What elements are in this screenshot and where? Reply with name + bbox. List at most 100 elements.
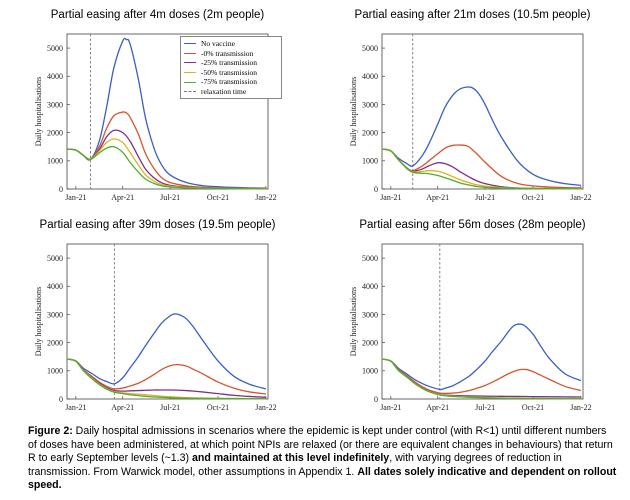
series-line-25-transmission <box>66 129 266 190</box>
chart-plot: 0 1000 2000 3000 4000 5000 Jan-21 Apr-21 Jul-21 O… <box>349 33 592 202</box>
legend-entry-75pct: -75% transmission <box>184 77 278 87</box>
legend-entry-50pct: -50% transmission <box>184 68 278 78</box>
y-tick-label: 1000 <box>47 367 63 376</box>
caption-label: Figure 2: <box>28 425 73 437</box>
x-tick-label: Jan-22 <box>570 193 591 202</box>
y-tick-label: 3000 <box>47 100 63 109</box>
legend-swatch <box>184 62 196 64</box>
x-tick-label: Jan-21 <box>65 403 86 412</box>
x-tick-label: Jul-21 <box>475 403 495 412</box>
legend-label: -50% transmission <box>201 67 258 77</box>
legend-entry-relaxation-time: relaxation time <box>184 87 278 97</box>
chart-legend: No vaccine -0% transmission -25% transmi… <box>180 36 282 99</box>
legend-swatch <box>184 81 196 83</box>
legend-swatch <box>184 52 196 54</box>
series-line-75-transmission <box>381 148 581 190</box>
x-tick-label: Jan-21 <box>380 193 401 202</box>
x-tick-label: Jan-22 <box>570 403 591 412</box>
legend-label: -25% transmission <box>201 58 258 68</box>
chart-panel-4m-doses: Partial easing after 4m doses (2m people… <box>0 0 315 210</box>
y-tick-label: 2000 <box>362 338 378 347</box>
y-tick-label: 3000 <box>362 100 378 109</box>
chart-plot: 0 1000 2000 3000 4000 5000 Jan-21 Apr-21 Jul-21 O… <box>34 33 277 202</box>
y-tick-label: 4000 <box>47 72 63 81</box>
chart-plot: 0 1000 2000 3000 4000 5000 Jan-21 Apr-21 Jul-21 O… <box>349 243 592 412</box>
y-tick-label: 2000 <box>47 338 63 347</box>
y-axis-label: Daily hospitalisations <box>349 77 358 147</box>
legend-label: No vaccine <box>201 39 235 48</box>
y-tick-label: 0 <box>59 395 63 404</box>
y-tick-label: 3000 <box>362 310 378 319</box>
legend-label: -75% transmission <box>201 77 258 87</box>
x-tick-label: Apr-21 <box>426 193 449 202</box>
x-tick-label: Apr-21 <box>111 193 134 202</box>
series-line-0-transmission <box>66 358 266 395</box>
y-tick-label: 5000 <box>362 44 378 53</box>
x-tick-label: Jul-21 <box>475 193 495 202</box>
x-tick-label: Apr-21 <box>111 403 134 412</box>
series-line-no-vaccine <box>381 86 581 186</box>
y-tick-label: 0 <box>374 185 378 194</box>
y-axis-label: Daily hospitalisations <box>34 287 43 357</box>
plot-frame <box>66 243 269 400</box>
x-tick-label: Apr-21 <box>426 403 449 412</box>
series-line-75-transmission <box>66 145 266 190</box>
chart-panel-21m-doses: Partial easing after 21m doses (10.5m pe… <box>315 0 630 210</box>
x-tick-label: Jan-22 <box>255 193 276 202</box>
y-tick-label: 0 <box>59 185 63 194</box>
series-line-0-transmission <box>381 358 582 395</box>
plot-frame <box>66 33 269 190</box>
y-tick-label: 4000 <box>362 72 378 81</box>
series-line-50-transmission <box>66 358 266 400</box>
legend-entry-0pct: -0% transmission <box>184 49 278 59</box>
y-axis-label: Daily hospitalisations <box>34 77 43 147</box>
y-tick-label: 1000 <box>362 157 378 166</box>
chart-plot: 0 1000 2000 3000 4000 5000 Jan-21 Apr-21 Jul-21 O… <box>34 243 277 412</box>
y-tick-label: 5000 <box>47 254 63 263</box>
y-tick-label: 0 <box>374 395 378 404</box>
caption-emphasis: All dates solely indicative and dependen… <box>28 465 617 492</box>
y-tick-label: 4000 <box>47 282 63 291</box>
y-tick-label: 4000 <box>362 282 378 291</box>
chart-title: Partial easing after 39m doses (19.5m pe… <box>39 219 276 231</box>
legend-entry-no-vaccine: No vaccine <box>184 39 278 49</box>
x-tick-label: Jan-21 <box>65 193 86 202</box>
x-tick-label: Jul-21 <box>160 193 180 202</box>
legend-label: relaxation time <box>201 86 247 96</box>
series-line-75-transmission <box>66 358 266 400</box>
chart-panel-39m-doses: Partial easing after 39m doses (19.5m pe… <box>0 210 315 420</box>
x-tick-label: Oct-21 <box>207 403 229 412</box>
figure-caption: Figure 2: Daily hospital admissions in s… <box>28 425 618 493</box>
y-tick-label: 3000 <box>47 310 63 319</box>
y-tick-label: 5000 <box>362 254 378 263</box>
series-line-75-transmission <box>381 358 581 400</box>
series-line-0-transmission <box>66 111 266 190</box>
legend-swatch <box>184 72 196 74</box>
y-tick-label: 2000 <box>362 128 378 137</box>
x-tick-label: Jan-22 <box>255 403 276 412</box>
plot-frame <box>381 243 584 400</box>
y-tick-label: 1000 <box>47 157 63 166</box>
series-line-no-vaccine <box>66 313 267 390</box>
y-tick-label: 5000 <box>47 44 63 53</box>
x-tick-label: Oct-21 <box>207 193 229 202</box>
y-axis-label: Daily hospitalisations <box>349 287 358 357</box>
legend-swatch <box>184 43 196 45</box>
x-tick-label: Jul-21 <box>160 403 180 412</box>
chart-title: Partial easing after 21m doses (10.5m pe… <box>354 9 591 21</box>
x-tick-label: Jan-21 <box>380 403 401 412</box>
series-line-25-transmission <box>381 148 581 190</box>
caption-text: , with varying degrees of reduction in t… <box>28 452 562 478</box>
legend-swatch <box>184 91 196 93</box>
caption-text: Daily hospital admissions in scenarios w… <box>28 425 613 464</box>
chart-title: Partial easing after 56m doses (28m peop… <box>359 219 586 231</box>
caption-emphasis: and maintained at this level indefinitel… <box>191 452 390 464</box>
x-tick-label: Oct-21 <box>522 193 544 202</box>
x-tick-label: Oct-21 <box>522 403 544 412</box>
plot-frame <box>381 33 584 190</box>
y-tick-label: 1000 <box>362 367 378 376</box>
legend-label: -0% transmission <box>201 48 254 58</box>
series-line-no-vaccine <box>381 323 582 391</box>
chart-title: Partial easing after 4m doses (2m people… <box>50 9 265 21</box>
y-tick-label: 2000 <box>47 128 63 137</box>
